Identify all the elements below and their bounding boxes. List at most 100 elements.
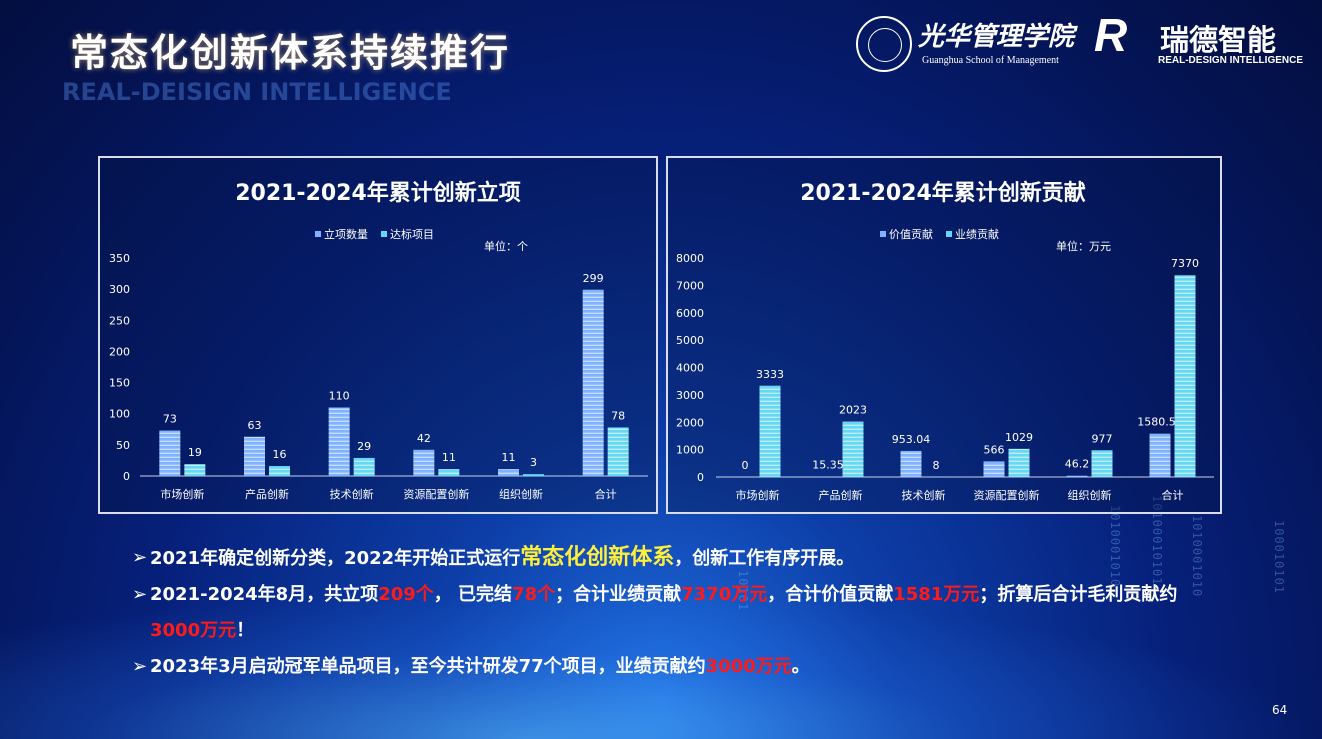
bar xyxy=(1066,475,1088,477)
bullet-highlight: 7370万元 xyxy=(681,584,768,605)
legend-swatch xyxy=(946,231,952,237)
bullet-text: 2021年确定创新分类，2022年开始正式运行 xyxy=(150,548,521,569)
legend-label: 达标项目 xyxy=(390,227,434,241)
y-tick-label: 4000 xyxy=(676,362,704,375)
binary-decoration: 1010001010 xyxy=(1190,515,1204,598)
y-tick-label: 350 xyxy=(109,252,130,265)
bar xyxy=(353,457,375,476)
data-label: 7370 xyxy=(1171,257,1199,270)
data-label: 15.35 xyxy=(812,459,844,472)
data-label: 19 xyxy=(188,446,202,459)
bullet-text: ，创新工作有序开展。 xyxy=(674,548,855,569)
chart-title: 2021-2024年累计创新贡献 xyxy=(800,180,1086,206)
data-label: 3333 xyxy=(756,368,784,381)
data-label: 953.04 xyxy=(892,433,931,446)
bullet-text: ，合计价值贡献 xyxy=(767,584,894,605)
legend-swatch xyxy=(381,231,387,237)
x-tick-label: 技术创新 xyxy=(902,488,946,502)
x-tick-label: 产品创新 xyxy=(819,488,863,502)
x-tick-label: 市场创新 xyxy=(160,487,204,501)
data-label: 63 xyxy=(248,419,262,432)
legend-label: 业绩贡献 xyxy=(955,227,999,241)
x-tick-label: 产品创新 xyxy=(245,487,289,501)
y-tick-label: 5000 xyxy=(676,334,704,347)
bullet-text: ， 已完结 xyxy=(433,584,513,605)
bullet-text: ；合计业绩贡献 xyxy=(555,584,682,605)
bullet-highlight: 常态化创新体系 xyxy=(520,545,675,570)
x-tick-label: 市场创新 xyxy=(736,488,780,502)
binary-decoration: 1010001010 xyxy=(1108,505,1122,588)
data-label: 11 xyxy=(502,451,516,464)
slide-title: 常态化创新体系持续推行 xyxy=(70,31,511,75)
bar xyxy=(582,289,604,476)
bullet-text: ；折算后合计毛利贡献约 xyxy=(979,584,1178,605)
binary-decoration: 10100010101 xyxy=(1150,495,1164,586)
data-label: 110 xyxy=(329,389,350,402)
x-tick-label: 资源配置创新 xyxy=(974,488,1040,502)
bullet-list: ➢ 2021年确定创新分类，2022年开始正式运行常态化创新体系，创新工作有序开展… xyxy=(132,540,1192,685)
page-number: 64 xyxy=(1272,703,1288,717)
data-label: 29 xyxy=(357,440,371,453)
y-tick-label: 0 xyxy=(123,470,130,483)
bar xyxy=(607,427,629,476)
data-label: 977 xyxy=(1092,432,1113,445)
data-label: 299 xyxy=(583,272,604,285)
data-label: 42 xyxy=(417,432,431,445)
school-name-en: Guanghua School of Management xyxy=(922,55,1059,66)
bar xyxy=(900,450,922,477)
data-label: 46.2 xyxy=(1065,458,1090,471)
bullet-item: ➢ 2021-2024年8月，共立项209个， 已完结78个；合计业绩贡献7370… xyxy=(132,577,1192,649)
y-tick-label: 300 xyxy=(109,283,130,296)
bar xyxy=(159,430,181,476)
bar xyxy=(328,407,350,476)
bullet-highlight: 3000万元 xyxy=(705,656,792,677)
bar xyxy=(413,449,435,476)
data-label: 566 xyxy=(984,444,1005,457)
y-tick-label: 1000 xyxy=(676,444,704,457)
bullet-highlight: 3000万元 xyxy=(150,620,237,641)
bar xyxy=(269,466,290,476)
bullet-highlight: 78个 xyxy=(512,584,556,605)
brand-name-en: REAL-DESIGN INTELLIGENCE xyxy=(1158,55,1304,66)
chart-innovation-projects: 2021-2024年累计创新立项 立项数量 达标项目 单位：个 0 50 100 150 200… xyxy=(98,156,658,514)
y-tick-label: 200 xyxy=(109,345,130,358)
legend-label: 价值贡献 xyxy=(889,227,933,241)
x-tick-label: 技术创新 xyxy=(330,487,374,501)
y-tick-label: 3000 xyxy=(676,389,704,402)
y-tick-label: 50 xyxy=(116,439,130,452)
chart-title: 2021-2024年累计创新立项 xyxy=(235,180,521,206)
y-tick-label: 150 xyxy=(109,377,130,390)
bar xyxy=(842,421,864,477)
data-label: 78 xyxy=(611,409,625,422)
brand-name-cn: 瑞德智能 xyxy=(1160,23,1277,57)
x-tick-label: 合计 xyxy=(1162,488,1184,502)
binary-decoration: 10101 xyxy=(736,570,750,612)
data-label: 16 xyxy=(273,448,287,461)
bar xyxy=(1091,450,1113,477)
x-tick-label: 资源配置创新 xyxy=(403,487,469,501)
bullet-arrow-icon: ➢ xyxy=(132,547,148,568)
bullet-text: 2021-2024年8月，共立项 xyxy=(150,584,379,605)
data-label: 11 xyxy=(442,451,456,464)
bar xyxy=(438,469,460,476)
x-tick-label: 组织创新 xyxy=(499,487,543,501)
bullet-arrow-icon: ➢ xyxy=(132,656,148,677)
bar xyxy=(523,474,544,476)
y-tick-label: 2000 xyxy=(676,416,704,429)
bullet-text: ！ xyxy=(236,620,255,641)
x-tick-label: 合计 xyxy=(595,487,617,501)
bar xyxy=(498,469,519,476)
legend-swatch xyxy=(880,231,886,237)
data-label: 1580.59 xyxy=(1137,416,1183,429)
bar xyxy=(1149,433,1171,477)
slide-subtitle: REAL-DEISIGN INTELLIGENCE xyxy=(62,78,452,106)
y-tick-label: 0 xyxy=(697,471,704,484)
school-name-cn: 光华管理学院 xyxy=(918,22,1075,52)
y-tick-label: 100 xyxy=(109,408,130,421)
bullet-highlight: 209个 xyxy=(378,584,434,605)
bullet-text: 。 xyxy=(791,656,810,677)
y-tick-label: 7000 xyxy=(676,279,704,292)
bullet-item: ➢ 2023年3月启动冠军单品项目，至今共计研发77个项目，业绩贡献约3000万元… xyxy=(132,649,1192,685)
